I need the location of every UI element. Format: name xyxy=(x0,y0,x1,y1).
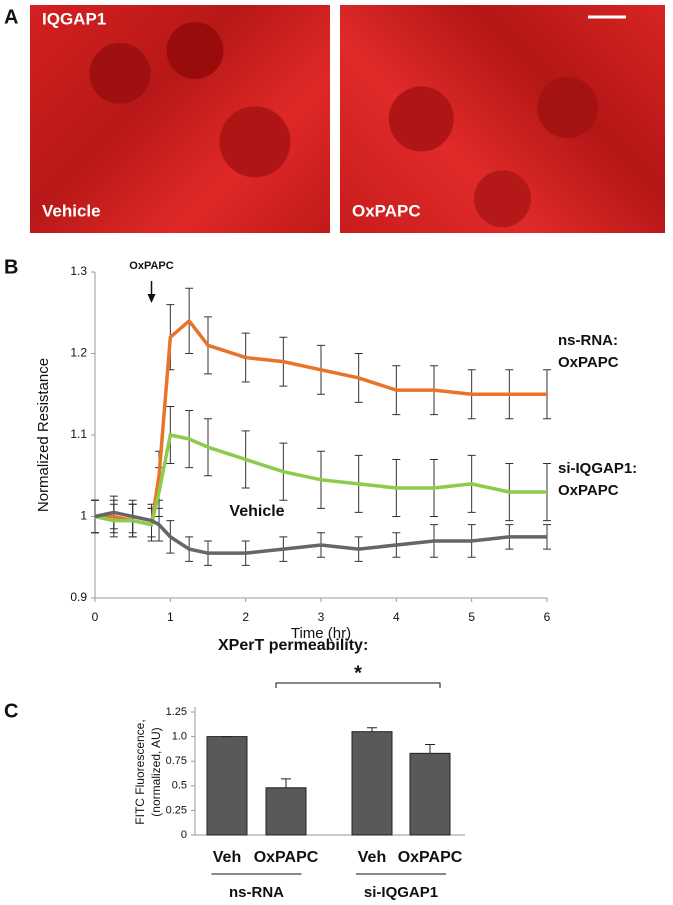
y-tick-label: 1.3 xyxy=(70,264,87,278)
micrograph xyxy=(30,5,330,233)
y-axis-label: (normalized, AU) xyxy=(149,727,163,816)
y-tick-label: 0.9 xyxy=(70,590,87,604)
x-tick-label: 2 xyxy=(242,610,249,624)
y-axis-label: FITC Fluorescence, xyxy=(133,719,147,824)
y-tick-label: 0 xyxy=(181,829,187,841)
annotation: OxPAPC xyxy=(129,260,173,272)
x-tick-label: Veh xyxy=(213,849,241,866)
group-label: ns-RNA xyxy=(229,884,284,901)
panel-label: A xyxy=(4,6,18,28)
bar xyxy=(265,787,307,836)
group-label: si-IQGAP1 xyxy=(364,884,438,901)
chart-title: XPerT permeability: xyxy=(218,637,368,654)
y-tick-label: 1.2 xyxy=(70,346,87,360)
bar xyxy=(351,731,393,836)
series-label: si-IQGAP1: OxPAPC xyxy=(558,460,638,499)
y-tick-label: 0.25 xyxy=(166,804,187,816)
x-axis-label: Time (hr) xyxy=(291,625,351,642)
x-tick-label: 3 xyxy=(318,610,325,624)
micrograph xyxy=(340,5,665,233)
y-tick-label: 1 xyxy=(80,509,87,523)
y-tick-label: 0.75 xyxy=(166,755,187,767)
x-tick-label: 6 xyxy=(544,610,551,624)
series-label: si-IQGAP1: OxPAPC xyxy=(558,460,638,499)
series-line xyxy=(94,432,547,527)
error-bar xyxy=(367,727,377,732)
x-tick-label: OxPAPC xyxy=(254,849,319,866)
x-tick-label: 4 xyxy=(393,610,400,624)
x-tick-label: 1 xyxy=(167,610,174,624)
error-bar xyxy=(425,743,435,754)
image-label: IQGAP1 xyxy=(42,9,106,28)
image-label: Vehicle xyxy=(42,201,101,220)
series-label: ns-RNA: OxPAPC xyxy=(558,332,619,371)
image-label: OxPAPC xyxy=(352,201,421,220)
arrow xyxy=(147,294,156,303)
x-tick-label: 5 xyxy=(468,610,475,624)
bar xyxy=(206,736,248,836)
panel-label: B xyxy=(4,256,18,278)
error-bar xyxy=(281,778,291,788)
series-label: ns-RNA: OxPAPC xyxy=(558,332,619,371)
x-tick-label: 0 xyxy=(92,610,99,624)
series-label: Vehicle xyxy=(229,503,285,520)
x-tick-label: OxPAPC xyxy=(398,849,463,866)
y-tick-label: 0.5 xyxy=(172,780,187,792)
bar xyxy=(409,752,451,836)
y-tick-label: 1.0 xyxy=(172,731,187,743)
x-tick-label: Veh xyxy=(358,849,386,866)
significance-bracket xyxy=(275,682,441,688)
panel-label: C xyxy=(4,700,18,722)
series-label: Vehicle xyxy=(229,503,285,520)
y-axis-label: Normalized Resistance xyxy=(35,358,52,512)
y-tick-label: 1.1 xyxy=(70,427,87,441)
significance: * xyxy=(354,662,362,684)
y-tick-label: 1.25 xyxy=(166,706,187,718)
series-line xyxy=(94,510,547,555)
